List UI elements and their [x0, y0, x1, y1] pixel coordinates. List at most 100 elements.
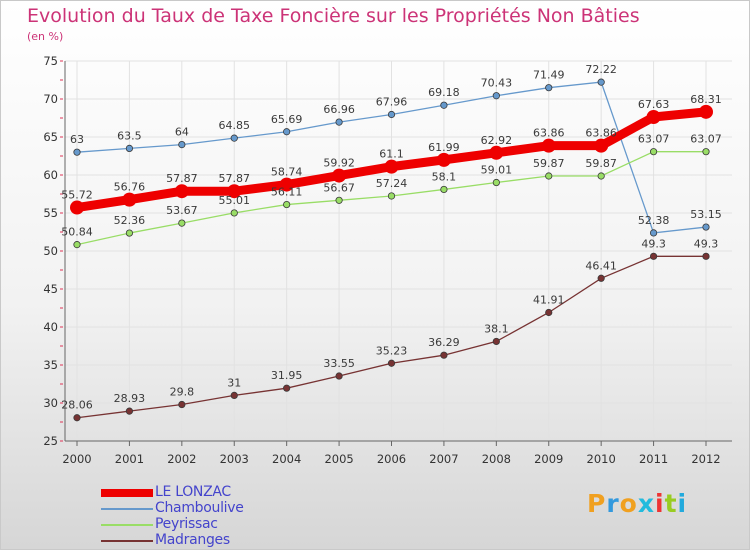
legend-label: Peyrissac — [155, 516, 218, 532]
data-label-le-lonzac: 68.31 — [690, 93, 722, 106]
data-point-le-lonzac — [384, 159, 399, 174]
data-point-le-lonzac — [279, 177, 294, 192]
data-point-chamboulive — [597, 78, 605, 86]
data-point-le-lonzac — [227, 184, 242, 199]
data-point-le-lonzac — [332, 168, 347, 183]
data-point-le-lonzac — [699, 104, 713, 119]
data-label-madranges: 49.3 — [641, 237, 666, 250]
data-label-le-lonzac: 56.76 — [114, 181, 146, 194]
data-label-madranges: 35.23 — [376, 344, 408, 357]
data-label-madranges: 28.06 — [61, 399, 93, 412]
y-tick-label: 30 — [43, 396, 58, 410]
data-point-madranges — [702, 252, 710, 260]
data-point-chamboulive — [335, 118, 343, 126]
logo-letter: i — [677, 489, 688, 518]
data-label-peyrissac: 59.01 — [481, 164, 513, 177]
y-tick-label: 50 — [43, 244, 58, 258]
data-point-chamboulive — [702, 223, 710, 231]
data-point-peyrissac — [178, 219, 186, 227]
data-label-le-lonzac: 63.86 — [533, 127, 565, 140]
data-label-madranges: 33.55 — [323, 357, 355, 370]
data-label-peyrissac: 59.87 — [585, 157, 617, 170]
data-label-chamboulive: 65.69 — [271, 113, 303, 126]
data-label-chamboulive: 63.5 — [117, 129, 142, 142]
data-point-madranges — [335, 372, 343, 380]
x-tick-label: 2001 — [115, 452, 144, 466]
x-tick-label: 2012 — [691, 452, 720, 466]
proxiti-logo: Proxiti — [587, 489, 687, 518]
data-label-madranges: 28.93 — [114, 392, 146, 405]
data-label-madranges: 49.3 — [694, 237, 719, 250]
x-tick-label: 2003 — [220, 452, 249, 466]
data-point-peyrissac — [230, 209, 238, 217]
data-point-madranges — [649, 252, 658, 260]
data-label-madranges: 31.95 — [271, 369, 303, 382]
legend-label: Chamboulive — [155, 500, 244, 516]
x-tick-label: 2006 — [377, 452, 406, 466]
data-point-peyrissac — [283, 200, 291, 209]
data-label-peyrissac: 57.24 — [376, 177, 408, 190]
data-point-peyrissac — [73, 241, 81, 249]
logo-letter: x — [637, 489, 655, 518]
data-label-peyrissac: 58.1 — [432, 170, 457, 183]
data-label-chamboulive: 53.15 — [690, 208, 722, 221]
data-point-madranges — [597, 274, 605, 282]
y-tick-label: 65 — [43, 130, 58, 144]
data-point-peyrissac — [125, 229, 134, 237]
data-label-le-lonzac: 55.72 — [61, 189, 93, 202]
data-label-peyrissac: 53.67 — [166, 204, 198, 217]
data-label-chamboulive: 64 — [175, 126, 189, 139]
data-label-le-lonzac: 57.87 — [219, 172, 251, 185]
data-label-le-lonzac: 61.99 — [428, 141, 460, 154]
data-label-chamboulive: 72.22 — [585, 63, 617, 76]
data-label-chamboulive: 69.18 — [428, 86, 460, 99]
data-label-peyrissac: 63.07 — [638, 133, 670, 146]
logo-letter: P — [587, 489, 607, 518]
data-label-le-lonzac: 67.63 — [638, 98, 670, 111]
x-tick-label: 2005 — [324, 452, 353, 466]
data-label-peyrissac: 59.87 — [533, 157, 565, 170]
data-label-madranges: 38.1 — [484, 322, 509, 335]
data-point-le-lonzac — [646, 110, 661, 125]
data-label-madranges: 31 — [227, 376, 241, 389]
data-point-chamboulive — [440, 101, 448, 109]
data-point-peyrissac — [649, 148, 658, 156]
data-point-chamboulive — [492, 92, 500, 100]
data-point-peyrissac — [702, 148, 710, 156]
data-label-chamboulive: 66.96 — [323, 103, 355, 116]
y-tick-label: 75 — [43, 54, 58, 68]
data-point-chamboulive — [178, 141, 186, 149]
data-label-chamboulive: 67.96 — [376, 96, 408, 109]
data-label-peyrissac: 56.67 — [323, 181, 355, 194]
data-label-madranges: 36.29 — [428, 336, 460, 349]
data-point-le-lonzac — [70, 200, 84, 215]
chart-subtitle: (en %) — [27, 30, 64, 43]
y-tick-label: 60 — [43, 168, 58, 182]
data-point-peyrissac — [335, 196, 343, 204]
chart-title: Evolution du Taux de Taxe Foncière sur l… — [27, 5, 640, 27]
data-point-madranges — [387, 359, 396, 367]
y-tick-label: 35 — [43, 358, 58, 372]
data-label-le-lonzac: 61.1 — [379, 148, 404, 161]
data-label-chamboulive: 71.49 — [533, 69, 565, 82]
data-label-chamboulive: 52.38 — [638, 214, 670, 227]
data-label-peyrissac: 50.84 — [61, 226, 93, 239]
logo-letter: r — [606, 489, 620, 518]
x-tick-label: 2010 — [587, 452, 616, 466]
data-point-le-lonzac — [174, 184, 189, 199]
legend-swatch — [101, 508, 153, 510]
legend-swatch — [101, 524, 153, 526]
data-point-madranges — [440, 351, 448, 359]
legend-label: LE LONZAC — [155, 484, 231, 500]
data-point-peyrissac — [440, 185, 448, 194]
y-tick-label: 25 — [43, 434, 58, 448]
data-point-peyrissac — [545, 172, 553, 180]
data-point-chamboulive — [125, 144, 134, 152]
x-tick-label: 2004 — [272, 452, 301, 466]
data-point-le-lonzac — [436, 152, 451, 167]
data-label-chamboulive: 63 — [70, 133, 84, 146]
data-label-le-lonzac: 58.74 — [271, 166, 303, 179]
data-point-peyrissac — [597, 172, 605, 180]
